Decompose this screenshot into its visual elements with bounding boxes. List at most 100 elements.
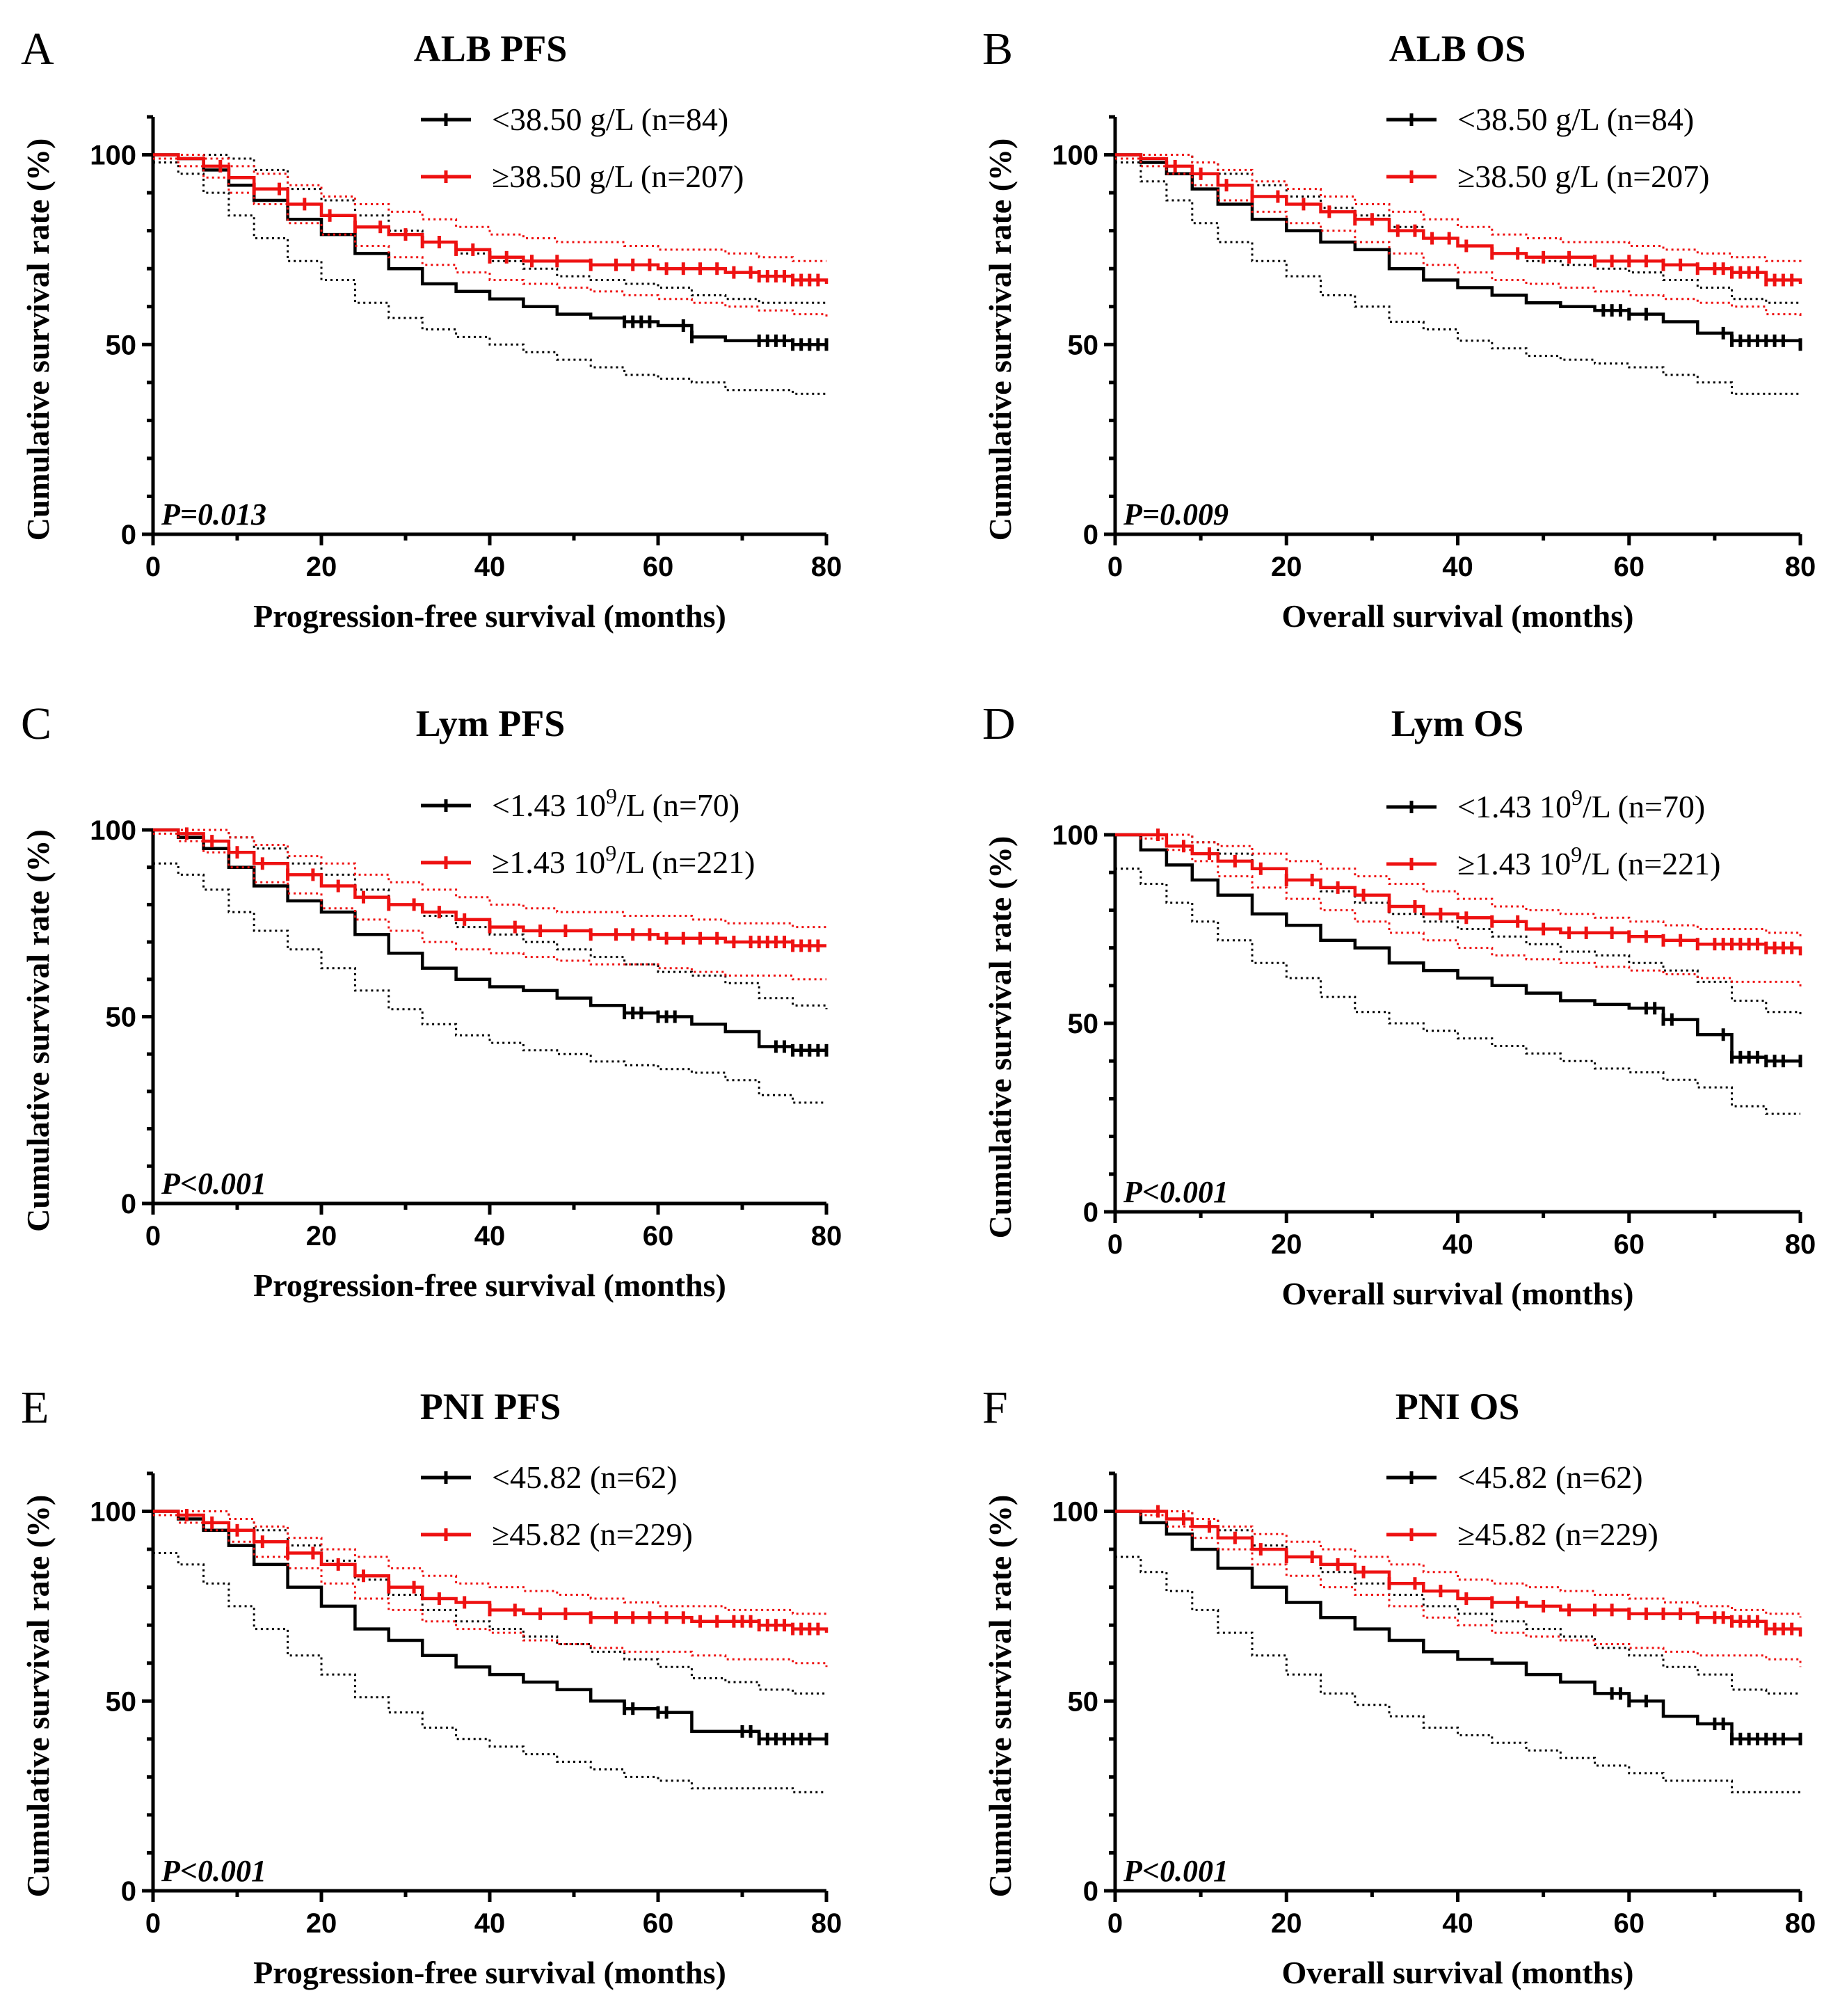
survival-curve — [1115, 833, 1800, 1063]
series-high — [153, 153, 829, 319]
legend-label: <45.82 (n=62) — [492, 1459, 678, 1495]
panel-letter: A — [21, 24, 54, 74]
panel-title: Lym PFS — [416, 703, 566, 744]
legend-item: ≥45.82 (n=229) — [421, 1517, 693, 1552]
panel-letter: F — [982, 1382, 1008, 1433]
legend-item: <38.50 g/L (n=84) — [421, 102, 728, 137]
x-tick-label: 60 — [1614, 1229, 1645, 1260]
panel-title: Lym OS — [1391, 703, 1524, 744]
y-tick-label: 0 — [121, 1189, 136, 1219]
legend-item: ≥1.43 109/L (n=221) — [1386, 842, 1721, 881]
x-tick-label: 80 — [811, 552, 842, 582]
x-tick-label: 80 — [1785, 1908, 1816, 1939]
ci-lower-line — [1115, 867, 1800, 1115]
legend-item: ≥38.50 g/L (n=207) — [1386, 159, 1710, 194]
series-low — [1115, 1510, 1802, 1793]
legend-label: <38.50 g/L (n=84) — [1457, 102, 1694, 137]
p-value: P=0.009 — [1123, 497, 1229, 531]
y-tick-label: 50 — [1068, 330, 1099, 360]
panel-title: ALB PFS — [414, 28, 568, 70]
x-tick-label: 0 — [145, 552, 161, 582]
series-high — [1115, 153, 1802, 319]
x-tick-label: 20 — [306, 1221, 337, 1251]
x-tick-label: 80 — [1785, 552, 1816, 582]
series-low — [153, 828, 829, 1104]
p-value: P<0.001 — [1123, 1175, 1229, 1209]
y-axis-label: Cumulative survival rate (%) — [20, 1495, 56, 1898]
series-high — [153, 1509, 829, 1667]
legend-item: <45.82 (n=62) — [421, 1459, 678, 1495]
panel-a: A ALB PFS 0 20 40 60 80 0 50 100 Progression-free … — [20, 24, 842, 634]
legend-label: ≥1.43 109/L (n=221) — [1457, 842, 1721, 881]
x-axis-label: Overall survival (months) — [1282, 1276, 1634, 1311]
x-axis-label: Progression-free survival (months) — [253, 598, 726, 634]
ci-upper-line — [153, 829, 828, 1009]
y-axis-label: Cumulative survival rate (%) — [982, 1495, 1018, 1898]
legend-item: ≥45.82 (n=229) — [1386, 1517, 1658, 1552]
legend-item: <1.43 109/L (n=70) — [421, 783, 739, 823]
y-tick-label: 100 — [90, 1497, 136, 1528]
panel-d: D Lym OS 0 20 40 60 80 0 50 100 Overall survival (… — [982, 698, 1816, 1311]
legend-label: <38.50 g/L (n=84) — [492, 102, 728, 137]
survival-curve — [153, 828, 826, 1053]
survival-curve — [153, 1510, 826, 1741]
x-tick-label: 40 — [474, 1908, 506, 1939]
y-axis-label: Cumulative survival rate (%) — [20, 138, 56, 541]
legend-item: ≥1.43 109/L (n=221) — [421, 840, 755, 880]
y-tick-label: 0 — [1083, 520, 1098, 550]
panel-title: PNI PFS — [420, 1386, 561, 1427]
legend-label: ≥45.82 (n=229) — [1457, 1517, 1658, 1552]
y-tick-label: 100 — [1052, 141, 1098, 171]
y-tick-label: 0 — [121, 1876, 136, 1907]
series-high — [153, 827, 826, 981]
ci-upper-line — [1115, 1510, 1802, 1618]
survival-curve — [153, 153, 826, 346]
x-tick-label: 60 — [1614, 552, 1645, 582]
panel-letter: E — [21, 1382, 49, 1433]
ci-lower-line — [1115, 1555, 1800, 1793]
ci-upper-line — [1115, 154, 1802, 265]
x-tick-label: 0 — [1107, 1229, 1123, 1260]
y-tick-label: 50 — [106, 1002, 137, 1033]
y-tick-label: 100 — [1052, 1497, 1098, 1528]
x-tick-label: 60 — [643, 1221, 674, 1251]
y-tick-label: 100 — [1052, 820, 1098, 851]
y-tick-label: 0 — [121, 520, 136, 550]
y-tick-label: 50 — [106, 1686, 137, 1717]
ci-lower-line — [153, 862, 826, 1104]
y-tick-label: 100 — [90, 141, 136, 171]
y-tick-label: 100 — [90, 815, 136, 846]
panel-letter: D — [982, 698, 1016, 749]
p-value: P=0.013 — [161, 497, 266, 531]
y-tick-label: 50 — [1068, 1009, 1099, 1039]
p-value: P<0.001 — [161, 1167, 266, 1201]
x-tick-label: 60 — [643, 1908, 674, 1939]
legend-item: ≥38.50 g/L (n=207) — [421, 159, 744, 194]
x-axis-label: Overall survival (months) — [1282, 1955, 1634, 1990]
x-tick-label: 40 — [474, 1221, 506, 1251]
x-tick-label: 60 — [643, 552, 674, 582]
y-axis-label: Cumulative survival rate (%) — [982, 836, 1018, 1239]
x-tick-label: 0 — [145, 1221, 161, 1251]
x-tick-label: 0 — [1107, 552, 1123, 582]
panel-f: F PNI OS 0 20 40 60 80 0 50 100 Overall survival (… — [982, 1382, 1816, 1990]
ci-lower-line — [153, 1514, 828, 1667]
survival-curve — [1115, 1510, 1800, 1741]
x-tick-label: 20 — [1271, 1229, 1302, 1260]
panel-letter: C — [21, 698, 51, 749]
legend-label: <1.43 109/L (n=70) — [492, 783, 739, 823]
series-high — [1115, 829, 1802, 990]
x-tick-label: 20 — [306, 552, 337, 582]
p-value: P<0.001 — [1123, 1854, 1229, 1888]
x-tick-label: 40 — [1442, 1908, 1473, 1939]
series-low — [153, 1510, 829, 1793]
legend-label: ≥1.43 109/L (n=221) — [492, 840, 755, 880]
y-tick-label: 50 — [106, 330, 137, 360]
x-axis-label: Overall survival (months) — [1282, 598, 1634, 634]
legend-label: ≥45.82 (n=229) — [492, 1517, 693, 1552]
y-axis-label: Cumulative survival rate (%) — [982, 138, 1018, 541]
x-tick-label: 80 — [1785, 1229, 1816, 1260]
x-tick-label: 40 — [1442, 552, 1473, 582]
legend-label: ≥38.50 g/L (n=207) — [1457, 159, 1710, 194]
panel-title: PNI OS — [1395, 1386, 1520, 1427]
